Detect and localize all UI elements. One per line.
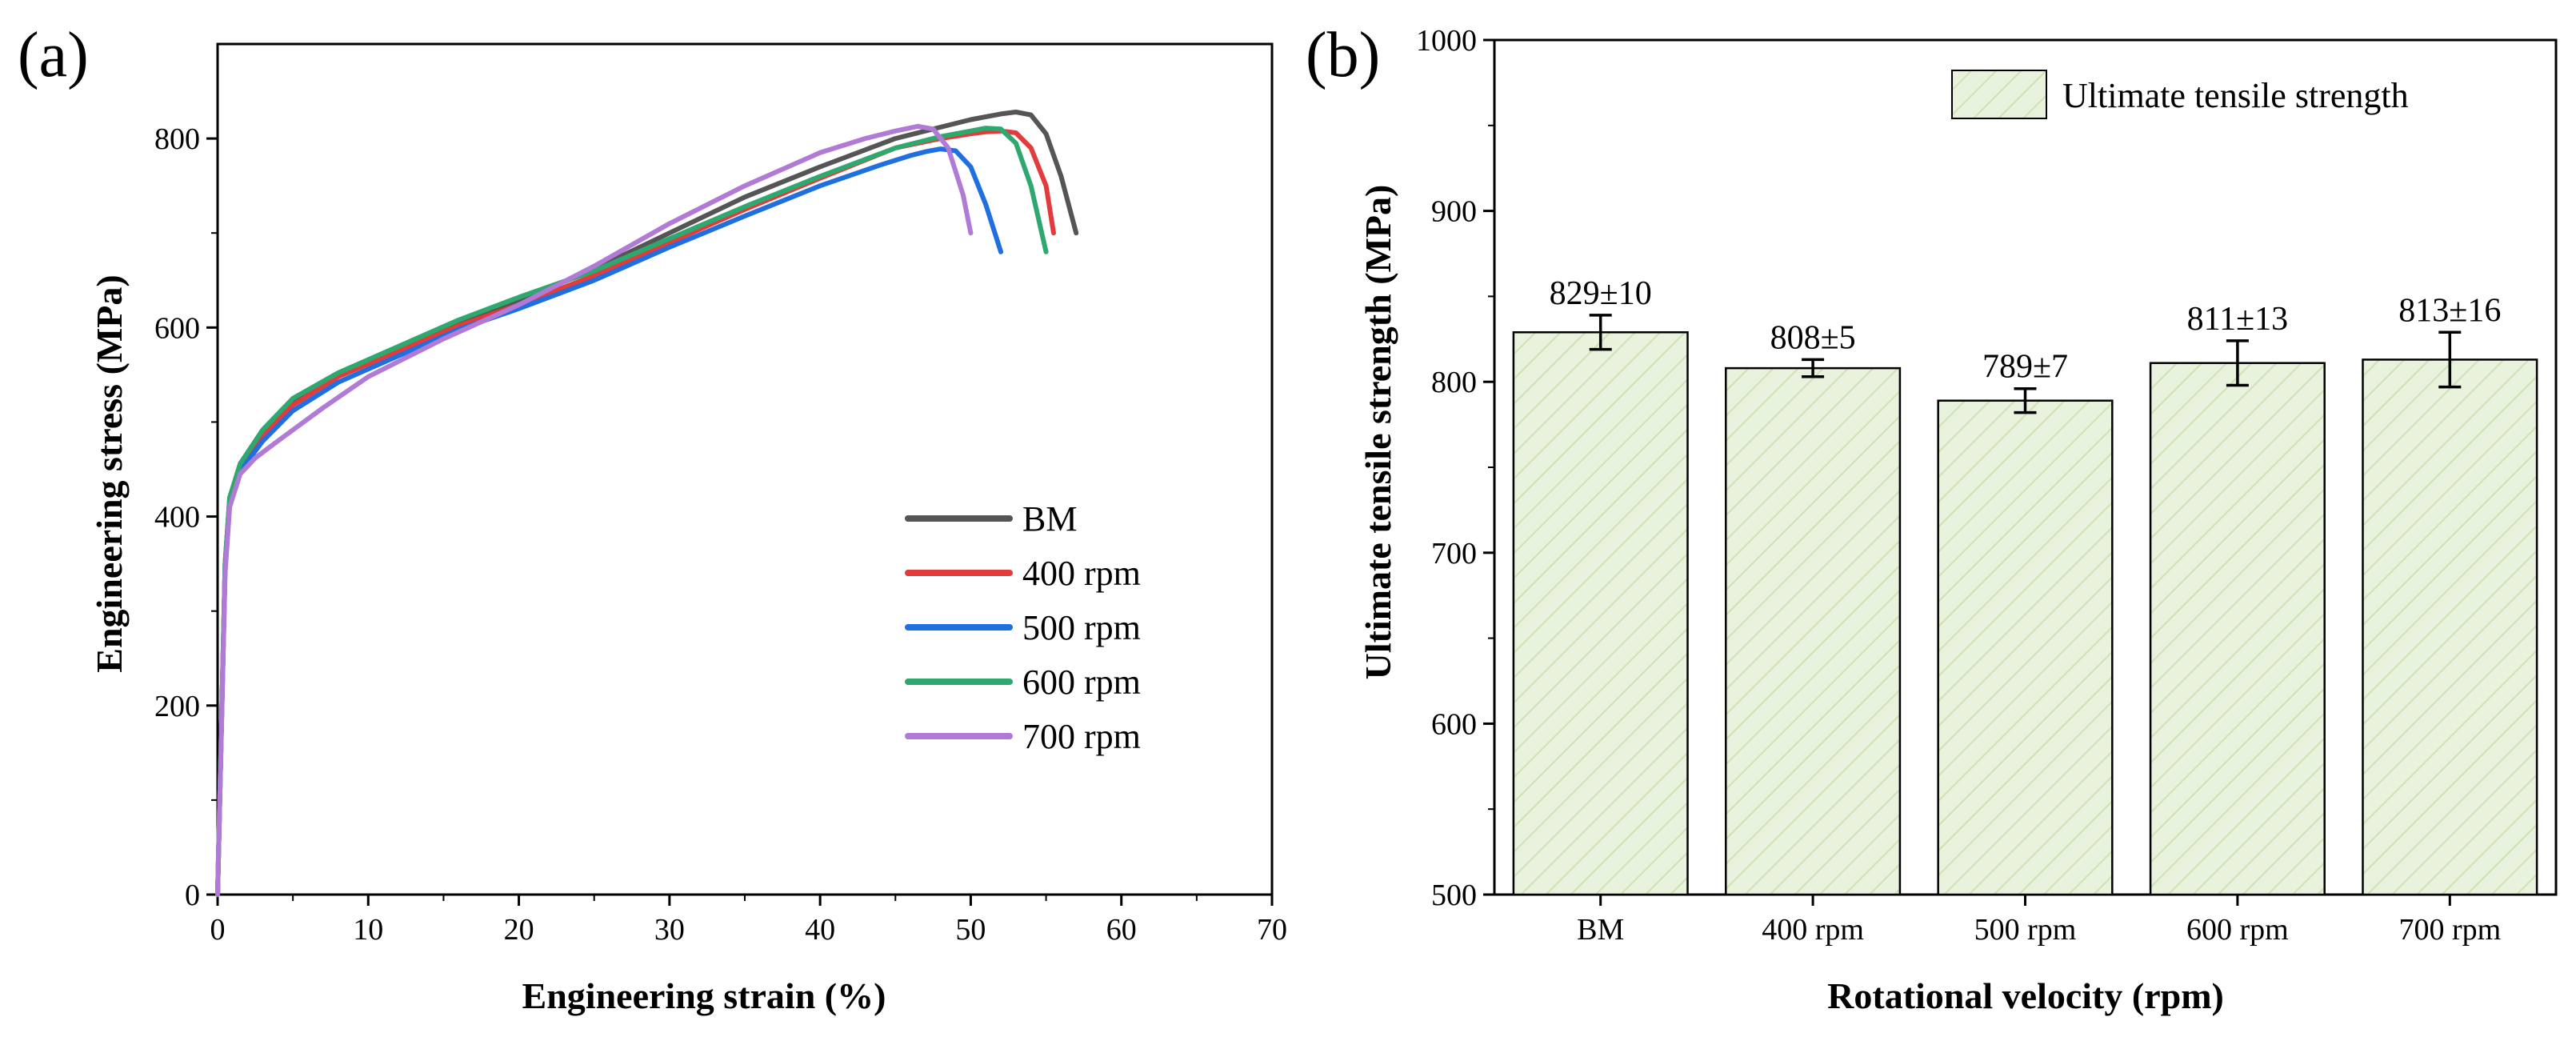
stress-strain-plot-area: 0 10 20 30 40 50 60 70 0 200 400 600 800 bbox=[154, 42, 1287, 947]
legend-label-400-rpm: 400 rpm bbox=[1022, 554, 1141, 593]
panel-label-b: (b) bbox=[1306, 20, 1380, 90]
bar-600-rpm bbox=[2149, 362, 2326, 896]
y-tick-label-b: 600 bbox=[1431, 707, 1477, 741]
bar-700-rpm bbox=[2362, 358, 2538, 896]
y-tick-label-b: 700 bbox=[1431, 537, 1477, 571]
legend-swatch-uts bbox=[1951, 70, 2047, 119]
y-tick-label-a: 600 bbox=[154, 311, 200, 345]
bar-500-rpm bbox=[1937, 399, 2114, 896]
x-axis-title-a: Engineering strain (%) bbox=[522, 975, 886, 1016]
x-tick-label-b: 700 rpm bbox=[2398, 913, 2501, 947]
y-tick-label-b: 1000 bbox=[1416, 24, 1477, 58]
x-tick-label-a: 70 bbox=[1257, 913, 1287, 947]
bar-data-label: 808±5 bbox=[1770, 319, 1856, 356]
series-line-700-rpm bbox=[215, 123, 974, 897]
x-tick-label-a: 60 bbox=[1106, 913, 1137, 947]
legend-label-600-rpm: 600 rpm bbox=[1022, 663, 1141, 702]
panel-label-a: (a) bbox=[18, 20, 89, 90]
uts-bar-chart: (b) 500 600 700 800 900 1000 829±10 BM 808±5 400 … bbox=[1306, 20, 2558, 1016]
y-tick-label-a: 400 bbox=[154, 501, 200, 535]
x-tick-label-a: 0 bbox=[210, 913, 226, 947]
x-tick-label-a: 30 bbox=[654, 913, 685, 947]
bar-data-label: 829±10 bbox=[1550, 275, 1652, 312]
x-tick-label-b: BM bbox=[1577, 913, 1624, 947]
bar-data-label: 789±7 bbox=[1982, 349, 2068, 386]
x-tick-label-a: 40 bbox=[805, 913, 835, 947]
x-tick-label-a: 20 bbox=[504, 913, 534, 947]
bar-bm bbox=[1512, 331, 1689, 896]
bar-data-label: 811±13 bbox=[2187, 301, 2289, 338]
uts-plot-area: 500 600 700 800 900 1000 829±10 BM 808±5 400 rpm 7… bbox=[1416, 24, 2558, 947]
y-tick-label-a: 200 bbox=[154, 690, 200, 723]
y-axis-title-b: Ultimate tensile strength (MPa) bbox=[1358, 185, 1398, 680]
bar-400-rpm bbox=[1725, 366, 1902, 896]
x-tick-label-b: 600 rpm bbox=[2186, 913, 2289, 947]
x-tick-label-b: 400 rpm bbox=[1762, 913, 1864, 947]
y-axis-title-a: Engineering stress (MPa) bbox=[89, 274, 130, 672]
bar-data-label: 813±16 bbox=[2398, 292, 2501, 329]
legend-b: Ultimate tensile strength bbox=[1951, 70, 2409, 119]
x-tick-label-b: 500 rpm bbox=[1974, 913, 2077, 947]
series-line-bm bbox=[215, 110, 1079, 897]
legend-label-uts: Ultimate tensile strength bbox=[2062, 76, 2409, 115]
legend-label-500-rpm: 500 rpm bbox=[1022, 608, 1141, 647]
y-tick-label-a: 0 bbox=[185, 879, 200, 912]
legend-label-bm: BM bbox=[1022, 499, 1077, 539]
y-tick-label-b: 800 bbox=[1431, 366, 1477, 399]
legend-label-700-rpm: 700 rpm bbox=[1022, 717, 1141, 756]
y-tick-label-a: 800 bbox=[154, 122, 200, 156]
y-tick-label-b: 500 bbox=[1431, 879, 1477, 912]
series-line-400-rpm bbox=[215, 128, 1056, 897]
x-tick-label-a: 10 bbox=[353, 913, 383, 947]
stress-strain-chart: (a) 0 10 20 30 40 50 60 70 0 200 400 600 800 Enginee… bbox=[18, 20, 1287, 1016]
x-axis-title-b: Rotational velocity (rpm) bbox=[1827, 975, 2224, 1016]
series-line-600-rpm bbox=[215, 126, 1049, 897]
y-tick-label-b: 900 bbox=[1431, 195, 1477, 229]
legend-a: BM 400 rpm 500 rpm 600 rpm 700 rpm bbox=[905, 499, 1141, 756]
x-tick-label-a: 50 bbox=[955, 913, 986, 947]
plot-frame-a bbox=[216, 42, 1274, 896]
